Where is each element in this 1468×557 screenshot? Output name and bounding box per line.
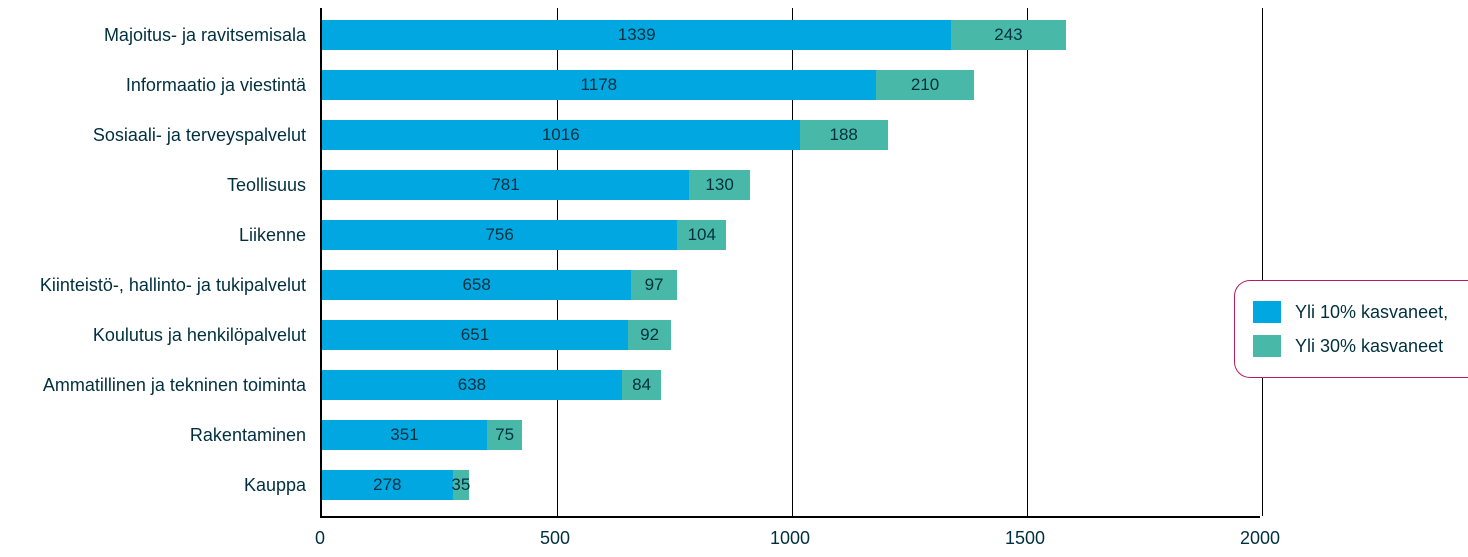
category-label: Rakentaminen (0, 420, 306, 450)
legend-label: Yli 10% kasvaneet, (1295, 302, 1448, 323)
category-label: Kiinteistö-, hallinto- ja tukipalvelut (0, 270, 306, 300)
gridline (1262, 8, 1263, 516)
bar-value-label: 781 (322, 170, 689, 200)
category-label: Majoitus- ja ravitsemisala (0, 20, 306, 50)
legend-item: Yli 30% kasvaneet (1253, 329, 1468, 363)
x-tick-label: 500 (540, 528, 570, 549)
bar-value-label: 130 (689, 170, 750, 200)
category-label: Liikenne (0, 220, 306, 250)
bar-value-label: 35 (453, 470, 469, 500)
legend: Yli 10% kasvaneet, Yli 30% kasvaneet (1234, 280, 1468, 378)
bar-value-label: 351 (322, 420, 487, 450)
bar-value-label: 1178 (322, 70, 876, 100)
legend-swatch (1253, 335, 1281, 357)
bar-value-label: 1339 (322, 20, 951, 50)
category-label: Sosiaali- ja terveyspalvelut (0, 120, 306, 150)
bar-value-label: 756 (322, 220, 677, 250)
bar-value-label: 278 (322, 470, 453, 500)
gridline (1027, 8, 1028, 516)
category-label: Ammatillinen ja tekninen toiminta (0, 370, 306, 400)
bar-value-label: 1016 (322, 120, 800, 150)
x-tick-label: 1000 (770, 528, 810, 549)
stacked-bar-chart: 1339243 1178210 1016188 781130 756104 6589765… (0, 0, 1468, 557)
bar-value-label: 188 (800, 120, 888, 150)
bar-value-label: 658 (322, 270, 631, 300)
category-label: Kauppa (0, 470, 306, 500)
x-tick-label: 2000 (1240, 528, 1280, 549)
x-tick-label: 1500 (1005, 528, 1045, 549)
bar-value-label: 243 (951, 20, 1065, 50)
bar-value-label: 75 (487, 420, 522, 450)
plot-area: 1339243 1178210 1016188 781130 756104 6589765… (320, 8, 1260, 518)
bar-value-label: 210 (876, 70, 975, 100)
legend-swatch (1253, 301, 1281, 323)
x-tick-label: 0 (315, 528, 325, 549)
bar-value-label: 84 (622, 370, 661, 400)
bar-value-label: 638 (322, 370, 622, 400)
bar-value-label: 92 (628, 320, 671, 350)
category-label: Teollisuus (0, 170, 306, 200)
bar-value-label: 651 (322, 320, 628, 350)
bar-value-label: 97 (631, 270, 677, 300)
legend-label: Yli 30% kasvaneet (1295, 336, 1443, 357)
bar-value-label: 104 (677, 220, 726, 250)
legend-item: Yli 10% kasvaneet, (1253, 295, 1468, 329)
category-label: Koulutus ja henkilöpalvelut (0, 320, 306, 350)
category-label: Informaatio ja viestintä (0, 70, 306, 100)
